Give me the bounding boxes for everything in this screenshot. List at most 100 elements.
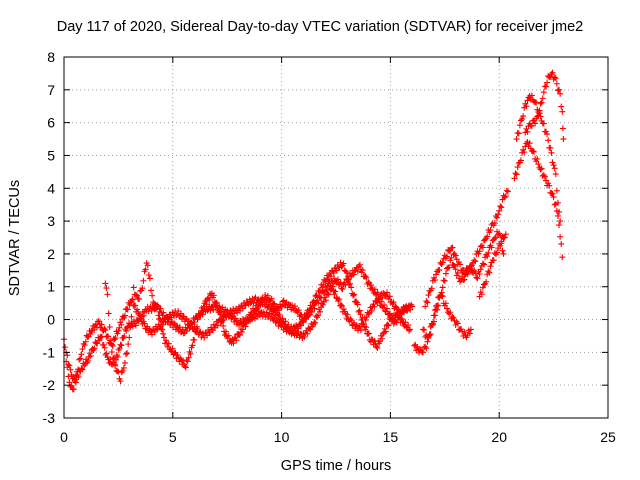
data-point <box>214 322 221 329</box>
data-point <box>121 333 128 340</box>
data-point <box>112 362 119 369</box>
data-point <box>548 190 555 197</box>
data-point <box>225 332 232 339</box>
data-point <box>536 110 543 117</box>
data-point <box>376 295 383 302</box>
data-point <box>207 307 214 314</box>
data-point <box>441 277 448 284</box>
data-point <box>399 309 406 316</box>
data-point <box>480 261 487 268</box>
data-point <box>487 227 494 234</box>
data-point <box>67 366 74 373</box>
data-point <box>273 318 280 325</box>
data-point <box>276 307 283 314</box>
data-point <box>262 292 269 299</box>
data-point <box>198 334 205 341</box>
data-point <box>136 296 143 303</box>
data-point <box>557 233 564 240</box>
data-point <box>483 278 490 285</box>
data-point <box>383 308 390 315</box>
data-point <box>484 233 491 240</box>
data-point <box>155 312 162 319</box>
data-point <box>559 125 566 132</box>
data-point <box>550 162 557 169</box>
data-point <box>532 120 539 127</box>
data-point <box>156 315 163 322</box>
data-point <box>96 337 103 344</box>
data-point <box>239 305 246 312</box>
data-point <box>476 248 483 255</box>
data-point <box>384 321 391 328</box>
data-point <box>513 136 520 143</box>
data-point <box>501 194 508 201</box>
data-point <box>181 363 188 370</box>
data-point <box>87 331 94 338</box>
data-point <box>91 345 98 352</box>
data-point <box>498 240 505 247</box>
data-point <box>491 235 498 242</box>
data-point <box>460 277 467 284</box>
data-point <box>220 322 227 329</box>
data-point <box>450 262 457 269</box>
data-point <box>434 302 441 309</box>
data-point <box>108 348 115 355</box>
data-point <box>318 294 325 301</box>
data-point <box>551 165 558 172</box>
data-point <box>405 322 412 329</box>
data-point <box>557 218 564 225</box>
data-point <box>452 252 459 259</box>
data-point <box>153 326 160 333</box>
data-point <box>348 284 355 291</box>
data-point <box>325 291 332 298</box>
data-point <box>356 307 363 314</box>
y-tick-label: 5 <box>47 147 55 163</box>
data-point <box>448 245 455 252</box>
data-point <box>185 354 192 361</box>
data-point <box>537 100 544 107</box>
grid-lines <box>64 57 608 418</box>
data-point <box>222 328 229 335</box>
data-point <box>299 317 306 324</box>
data-point <box>158 326 165 333</box>
data-point <box>515 130 522 137</box>
data-point <box>339 286 346 293</box>
data-point <box>504 188 511 195</box>
data-point <box>479 284 486 291</box>
y-tick-label: 3 <box>47 213 55 229</box>
data-point <box>454 320 461 327</box>
data-point <box>192 328 199 335</box>
data-point <box>264 292 271 299</box>
data-point <box>439 284 446 291</box>
data-point <box>114 353 121 360</box>
data-point <box>213 299 220 306</box>
data-point <box>449 314 456 321</box>
data-point <box>126 334 133 341</box>
data-point <box>556 208 563 215</box>
x-tick-label: 5 <box>169 429 177 445</box>
data-point <box>123 351 130 358</box>
data-point <box>194 323 201 330</box>
data-point <box>311 305 318 312</box>
data-point <box>379 335 386 342</box>
data-point <box>65 361 72 368</box>
data-point <box>354 268 361 275</box>
data-point <box>551 201 558 208</box>
x-axis-label: GPS time / hours <box>281 458 391 474</box>
data-point <box>342 282 349 289</box>
data-point <box>368 307 375 314</box>
data-point <box>479 260 486 267</box>
data-point <box>396 314 403 321</box>
data-point <box>104 291 111 298</box>
data-point <box>546 182 553 189</box>
data-point <box>459 273 466 280</box>
data-point <box>229 314 236 321</box>
y-tick-label: 2 <box>47 246 55 262</box>
data-point <box>338 302 345 309</box>
data-point <box>233 337 240 344</box>
data-point <box>78 351 85 358</box>
data-point <box>538 165 545 172</box>
data-point <box>115 327 122 334</box>
data-point <box>392 303 399 310</box>
data-point <box>449 244 456 251</box>
data-point <box>529 148 536 155</box>
